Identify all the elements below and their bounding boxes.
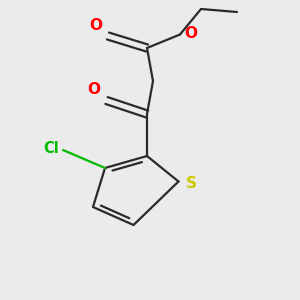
Text: O: O <box>89 18 102 33</box>
Text: S: S <box>186 176 197 190</box>
Text: O: O <box>88 82 100 98</box>
Text: Cl: Cl <box>43 141 58 156</box>
Text: O: O <box>184 26 197 40</box>
